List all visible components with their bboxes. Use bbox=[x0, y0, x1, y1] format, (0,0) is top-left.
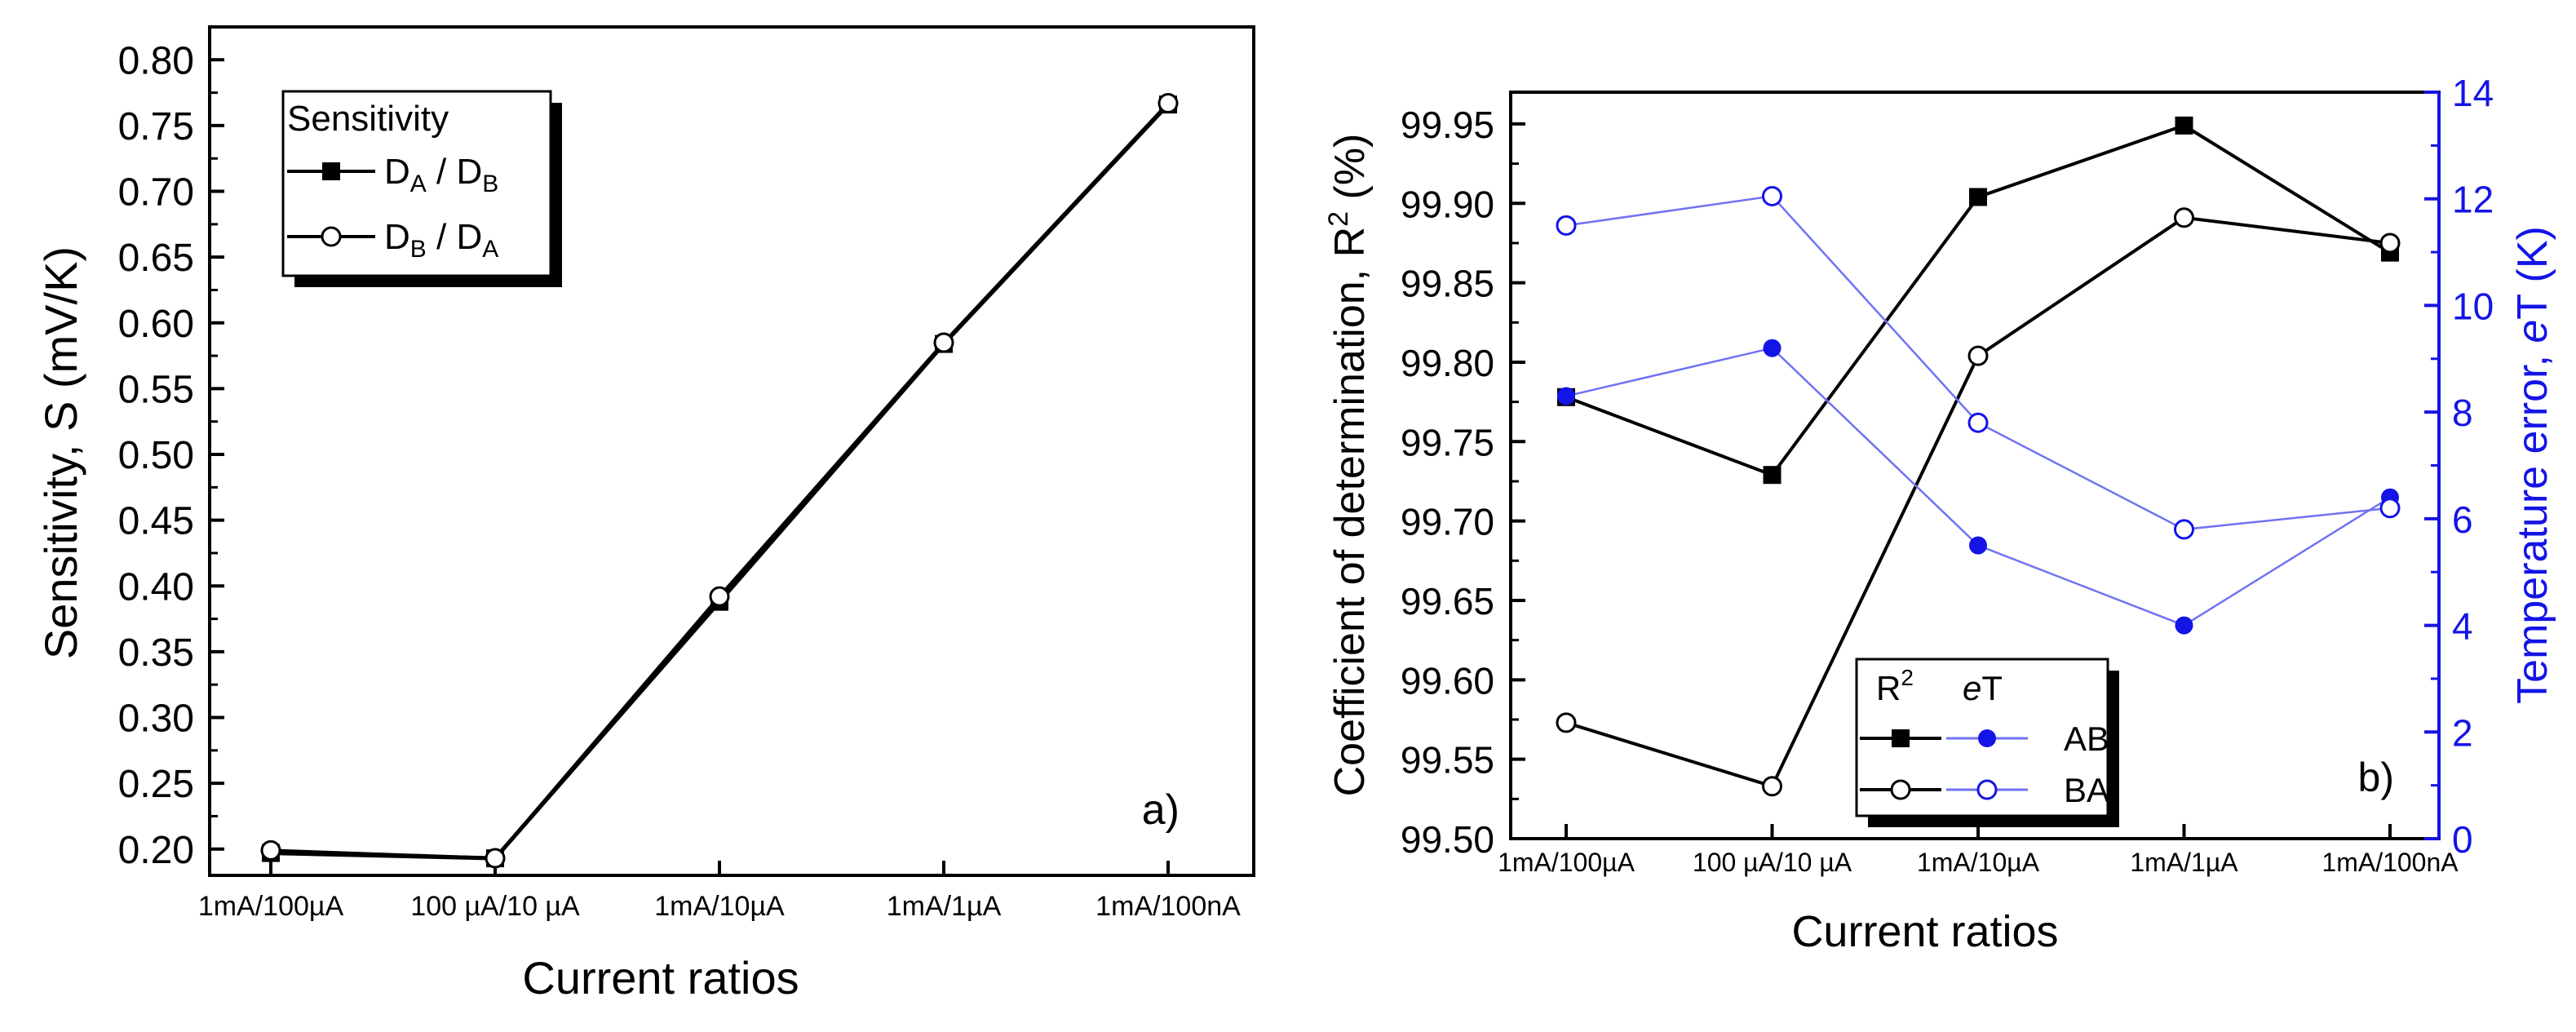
panel-b-point-4 bbox=[2379, 498, 2401, 519]
panel-a-plot-frame bbox=[208, 25, 1255, 877]
panel-a-point-2 bbox=[485, 848, 506, 869]
panel-b-point-2 bbox=[2379, 233, 2401, 254]
panel-b-point-2 bbox=[2174, 207, 2194, 228]
panel-a-y-tick-label: 0.30 bbox=[118, 698, 194, 741]
panel-a-label: a) bbox=[1142, 786, 1180, 834]
panel-b-point-2 bbox=[1556, 712, 1577, 733]
panel-a-legend-label-2: DB / DA bbox=[384, 217, 498, 263]
panel-a-y-tick-label: 0.45 bbox=[118, 500, 194, 543]
panel-b-right-y-tick-label: 14 bbox=[2452, 72, 2494, 114]
panel-b-series-line-3 bbox=[1565, 347, 2391, 627]
panel-b-x-tick-label: 100 µA/10 µA bbox=[1693, 848, 1852, 877]
panel-b-right-y-axis-title: Temperature error, eT (K) bbox=[2509, 226, 2556, 704]
panel-b-point-4 bbox=[1967, 412, 1989, 433]
panel-b-point-1 bbox=[1763, 466, 1782, 485]
panel-a-point-2 bbox=[933, 332, 954, 353]
panel-a-legend-title: Sensitivity bbox=[287, 99, 449, 139]
panel-b-left-y-axis-title: Coefficient of determination, R2 (%) bbox=[1323, 134, 1374, 797]
panel-a-y-axis-title: Sensitivity, S (mV/K) bbox=[35, 246, 86, 659]
panel-b-right-y-tick-label: 12 bbox=[2452, 179, 2494, 221]
panel-a: 0.20 0.25 0.30 0.35 0.40 0.45 0.50 0.55 0.60 0.65… bbox=[35, 25, 1255, 1003]
panel-b-left-y-tick-label: 99.55 bbox=[1401, 739, 1494, 782]
panel-a-x-tick-label: 1mA/100nA bbox=[1095, 891, 1241, 922]
panel-a-x-tick-label: 1mA/10µA bbox=[654, 891, 785, 922]
panel-b-legend: R2 eT AB BA bbox=[1855, 658, 2119, 827]
panel-b-point-3 bbox=[1969, 536, 1987, 555]
panel-b-right-y-ticks: 0 2 4 6 8 10 12 14 bbox=[2424, 72, 2494, 861]
panel-a-legend-label-1: DA / DB bbox=[384, 152, 498, 197]
panel-b-point-2 bbox=[1762, 776, 1782, 797]
panel-b-label: b) bbox=[2358, 755, 2394, 800]
panel-a-legend-marker-1 bbox=[322, 162, 340, 180]
panel-b-legend-marker-et-ab bbox=[1978, 729, 1996, 747]
panel-a-y-tick-label: 0.20 bbox=[118, 829, 194, 872]
panel-b-legend-row-ab: AB bbox=[2064, 720, 2109, 758]
panel-b-left-y-tick-label: 99.50 bbox=[1401, 818, 1494, 861]
panel-a-y-tick-label: 0.55 bbox=[118, 368, 194, 411]
panel-b-point-3 bbox=[1557, 387, 1575, 405]
panel-b-right-y-tick-label: 2 bbox=[2452, 711, 2473, 754]
panel-b-right-y-tick-label: 6 bbox=[2452, 498, 2473, 541]
panel-b-right-y-tick-label: 10 bbox=[2452, 285, 2494, 327]
panel-b-legend-marker-r2-ba bbox=[1890, 779, 1911, 800]
panel-a-y-tick-label: 0.65 bbox=[118, 237, 194, 280]
panel-b-legend-marker-r2-ab bbox=[1892, 729, 1910, 747]
panel-a-x-tick-label: 1mA/100µA bbox=[198, 891, 344, 922]
panel-b-point-4 bbox=[1762, 185, 1782, 206]
panel-b-point-3 bbox=[2175, 616, 2193, 635]
panel-b-left-y-tick-label: 99.60 bbox=[1401, 659, 1494, 702]
panel-b-left-y-tick-label: 99.85 bbox=[1401, 263, 1494, 305]
panel-b-left-y-tick-label: 99.75 bbox=[1401, 421, 1494, 463]
panel-a-legend-marker-2 bbox=[321, 226, 342, 247]
panel-b-x-tick-label: 1mA/100nA bbox=[2321, 848, 2459, 877]
panel-a-y-tick-label: 0.35 bbox=[118, 631, 194, 675]
panel-a-y-tick-label: 0.50 bbox=[118, 434, 194, 477]
panel-a-y-tick-label: 0.60 bbox=[118, 303, 194, 346]
panel-b-left-y-tick-label: 99.95 bbox=[1401, 104, 1494, 146]
panel-a-point-2 bbox=[1157, 93, 1179, 114]
panel-b-x-tick-label: 1mA/10µA bbox=[1917, 848, 2040, 877]
panel-b-right-y-tick-label: 8 bbox=[2452, 392, 2473, 434]
panel-b-left-y-tick-label: 99.70 bbox=[1401, 501, 1494, 543]
panel-b-left-y-ticks: 99.50 99.55 99.60 99.65 99.70 99.75 99.80 99.85… bbox=[1401, 104, 1525, 861]
panel-b-legend-row-ba: BA bbox=[2064, 771, 2109, 809]
panel-b-right-y-tick-label: 4 bbox=[2452, 605, 2473, 648]
panel-a-point-2 bbox=[709, 586, 730, 607]
panel-a-y-ticks: 0.20 0.25 0.30 0.35 0.40 0.45 0.50 0.55 0.60 0.65… bbox=[118, 39, 224, 872]
panel-a-point-2 bbox=[260, 839, 281, 861]
panel-b-legend-header-r2: R2 bbox=[1876, 665, 1914, 707]
panel-b-point-1 bbox=[2175, 116, 2193, 135]
panel-b-series bbox=[1556, 116, 2401, 797]
panel-b-x-tick-label: 1mA/1µA bbox=[2130, 848, 2238, 877]
panel-b-legend-header-et: eT bbox=[1963, 669, 2003, 707]
panel-b-point-1 bbox=[1969, 188, 1987, 206]
panel-a-y-tick-label: 0.80 bbox=[118, 39, 194, 82]
panel-a-x-ticks: 1mA/100µA 100 µA/10 µA 1mA/10µA 1mA/1µA 1mA/… bbox=[198, 861, 1241, 922]
panel-a-y-tick-label: 0.75 bbox=[118, 105, 194, 148]
panel-a-series bbox=[260, 93, 1179, 869]
panel-b-left-y-tick-label: 99.90 bbox=[1401, 183, 1494, 225]
panel-b-point-4 bbox=[2174, 519, 2194, 540]
panel-a-y-tick-label: 0.40 bbox=[118, 565, 194, 609]
panel-a-x-tick-label: 100 µA/10 µA bbox=[410, 891, 580, 922]
panel-b-x-ticks: 1mA/100µA 100 µA/10 µA 1mA/10µA 1mA/1µA 1mA/… bbox=[1498, 824, 2459, 877]
panel-b-left-y-tick-label: 99.65 bbox=[1401, 580, 1494, 622]
panel-b-point-4 bbox=[1556, 215, 1577, 236]
panel-a-legend: Sensitivity DA / DB DB / DA bbox=[281, 90, 562, 287]
panel-b-point-2 bbox=[1967, 345, 1989, 366]
panel-a-y-tick-label: 0.70 bbox=[118, 171, 194, 215]
panel-b-x-axis-title: Current ratios bbox=[1791, 907, 2058, 956]
panel-a-x-axis-title: Current ratios bbox=[522, 952, 799, 1003]
panel-b-legend-marker-et-ba bbox=[1976, 779, 1998, 800]
panel-a-y-tick-label: 0.25 bbox=[118, 763, 194, 806]
panel-b-point-3 bbox=[1763, 339, 1782, 357]
panel-a-x-tick-label: 1mA/1µA bbox=[887, 891, 1002, 922]
panel-b-left-y-tick-label: 99.80 bbox=[1401, 342, 1494, 384]
panel-b-right-y-tick-label: 0 bbox=[2452, 818, 2473, 861]
panel-b: 99.50 99.55 99.60 99.65 99.70 99.75 99.80 99.85… bbox=[1323, 72, 2556, 956]
panel-b-x-tick-label: 1mA/100µA bbox=[1498, 848, 1635, 877]
